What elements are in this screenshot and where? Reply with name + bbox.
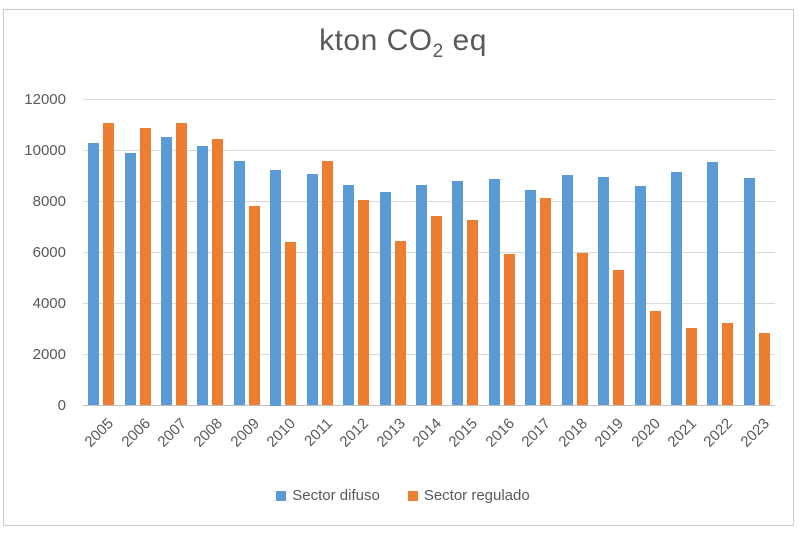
bar-sector-regulado-2015	[467, 220, 479, 406]
chart-title-subscript: 2	[432, 41, 444, 62]
bar-sector-regulado-2013	[394, 241, 406, 406]
bar-sector-regulado-2006	[139, 128, 151, 406]
bar-sector-difuso-2019	[598, 176, 610, 406]
x-axis-line	[83, 405, 775, 406]
bar-sector-difuso-2006	[124, 153, 136, 406]
bar-sector-difuso-2008	[197, 145, 209, 406]
bar-sector-regulado-2007	[176, 122, 188, 406]
bar-sector-difuso-2012	[343, 185, 355, 406]
bar-sector-regulado-2009	[248, 206, 260, 406]
bar-sector-difuso-2011	[306, 173, 318, 406]
bar-sector-difuso-2017	[525, 189, 537, 406]
gridline-8000	[83, 201, 775, 202]
chart-title-text: kton CO	[319, 24, 433, 57]
bar-sector-regulado-2023	[758, 333, 770, 406]
legend-label-sector-regulado: Sector regulado	[423, 487, 530, 504]
bar-sector-difuso-2018	[561, 174, 573, 406]
legend-item-sector-difuso: Sector difuso	[276, 487, 380, 504]
bar-sector-regulado-2014	[431, 216, 442, 406]
gridline-12000	[83, 99, 775, 100]
chart-title: kton CO2 eq	[0, 24, 806, 61]
legend-marker-sector-difuso-icon	[276, 491, 287, 501]
gridline-6000	[83, 252, 775, 253]
bar-sector-regulado-2019	[613, 269, 625, 406]
bar-sector-regulado-2020	[649, 310, 661, 406]
bar-sector-difuso-2013	[379, 192, 391, 406]
legend-item-sector-regulado: Sector regulado	[407, 487, 530, 504]
bar-sector-regulado-2011	[321, 161, 333, 406]
bar-sector-regulado-2005	[103, 122, 115, 406]
y-tick-label-6000: 6000	[32, 243, 66, 261]
legend-marker-sector-regulado-icon	[407, 491, 418, 501]
y-tick-label-12000: 12000	[24, 90, 66, 108]
bar-sector-regulado-2017	[540, 197, 552, 406]
bar-sector-regulado-2012	[358, 200, 370, 406]
bar-sector-difuso-2010	[270, 169, 282, 406]
gridline-4000	[83, 303, 775, 304]
bar-sector-difuso-2005	[88, 143, 100, 406]
bar-sector-regulado-2016	[503, 253, 515, 406]
bar-sector-difuso-2023	[743, 177, 755, 406]
legend-label-sector-difuso: Sector difuso	[292, 487, 380, 504]
bar-sector-difuso-2007	[161, 136, 173, 406]
bar-sector-regulado-2018	[576, 252, 588, 406]
bar-sector-difuso-2020	[634, 186, 646, 406]
y-tick-label-2000: 2000	[32, 345, 66, 363]
bar-sector-difuso-2014	[416, 184, 427, 406]
gridline-2000	[83, 354, 775, 355]
y-tick-label-4000: 4000	[32, 294, 66, 312]
bar-sector-difuso-2016	[488, 178, 500, 406]
bar-sector-regulado-2021	[685, 328, 697, 406]
bar-sector-difuso-2022	[707, 161, 719, 406]
bar-sector-difuso-2009	[233, 160, 245, 406]
bar-sector-difuso-2015	[452, 180, 464, 406]
y-tick-label-8000: 8000	[32, 192, 66, 210]
y-tick-label-0: 0	[57, 396, 66, 414]
bar-sector-difuso-2021	[670, 171, 682, 406]
y-tick-label-10000: 10000	[24, 141, 66, 159]
chart-border	[3, 9, 794, 526]
bar-sector-regulado-2010	[285, 241, 297, 406]
bar-sector-regulado-2008	[212, 139, 224, 406]
chart-title-suffix: eq	[443, 24, 487, 57]
legend: Sector difuso Sector regulado	[0, 487, 806, 504]
gridline-10000	[83, 150, 775, 151]
bar-sector-regulado-2022	[722, 322, 734, 406]
